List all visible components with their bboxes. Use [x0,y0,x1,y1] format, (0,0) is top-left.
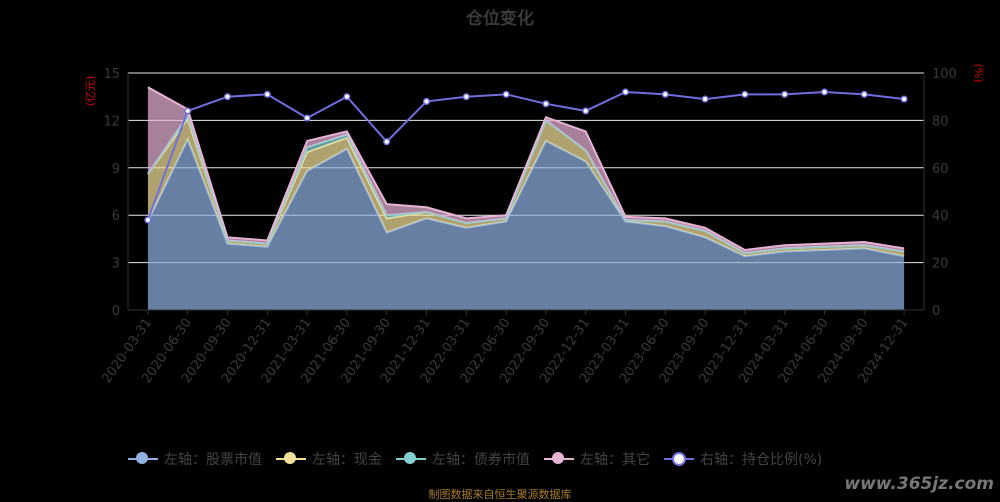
legend-marker-icon [544,452,574,466]
ratio-point [502,90,510,98]
legend-marker-icon [396,452,426,466]
legend-label: 左轴：股票市值 [164,452,262,468]
ratio-point [303,114,311,122]
ratio-point [184,107,192,115]
legend-label: 左轴：其它 [580,452,650,468]
legend-item-ratio[interactable]: 右轴：持仓比例(%) [664,449,822,469]
legend-item-cash[interactable]: 左轴：现金 [276,449,382,469]
left-tick-label: 9 [112,162,120,177]
source-note: 制图数据来自恒生聚源数据库 [428,488,572,501]
ratio-point [223,93,232,101]
left-tick-label: 0 [112,304,120,319]
ratio-point [383,138,391,146]
right-tick-label: 0 [932,304,940,319]
right-axis-unit: (%) [972,63,985,82]
ratio-point [820,88,829,96]
legend: 左轴：股票市值 左轴：现金 左轴：债券市值 左轴：其它 右轴：持仓比例(%) [128,449,822,469]
area-左轴：现金 [147,118,905,257]
watermark: www.365jz.com [844,474,994,494]
right-tick-label: 20 [932,257,949,272]
legend-marker-icon [276,452,306,466]
legend-item-bond[interactable]: 左轴：债券市值 [396,449,530,469]
ratio-point [263,90,271,98]
ratio-point [462,93,470,101]
ratio-point [144,216,152,224]
legend-label: 左轴：债券市值 [432,452,530,468]
left-axis-unit: (亿元) [84,76,97,107]
ratio-point [661,90,669,98]
ratio-point [542,100,550,108]
area-layer [147,86,905,310]
legend-item-stock[interactable]: 左轴：股票市值 [128,449,262,469]
legend-marker-icon [664,452,694,466]
ratio-point [422,97,431,105]
area-edge [147,86,905,251]
ratio-point [582,107,590,115]
ratio-line-layer [144,88,908,224]
legend-label: 左轴：现金 [312,452,382,468]
ratio-line [146,90,905,221]
legend-item-other[interactable]: 左轴：其它 [544,449,650,469]
ratio-point [343,93,351,101]
right-tick-label: 100 [932,67,957,82]
left-tick-label: 15 [103,67,120,82]
ratio-point [621,88,630,96]
left-tick-label: 3 [112,257,120,272]
ratio-point [701,95,709,103]
area-左轴：股票市值 [147,139,905,310]
ratio-point [781,90,789,98]
right-tick-label: 80 [932,114,949,129]
left-tick-label: 12 [103,114,120,129]
ratio-point [860,90,868,98]
legend-label: 右轴：持仓比例(%) [700,452,823,468]
ratio-point [900,95,908,103]
legend-marker-icon [128,452,158,466]
ratio-point [741,90,749,98]
left-tick-label: 6 [112,209,120,224]
chart-title: 仓位变化 [466,9,534,29]
right-tick-label: 60 [932,162,949,177]
right-tick-label: 40 [932,209,949,224]
